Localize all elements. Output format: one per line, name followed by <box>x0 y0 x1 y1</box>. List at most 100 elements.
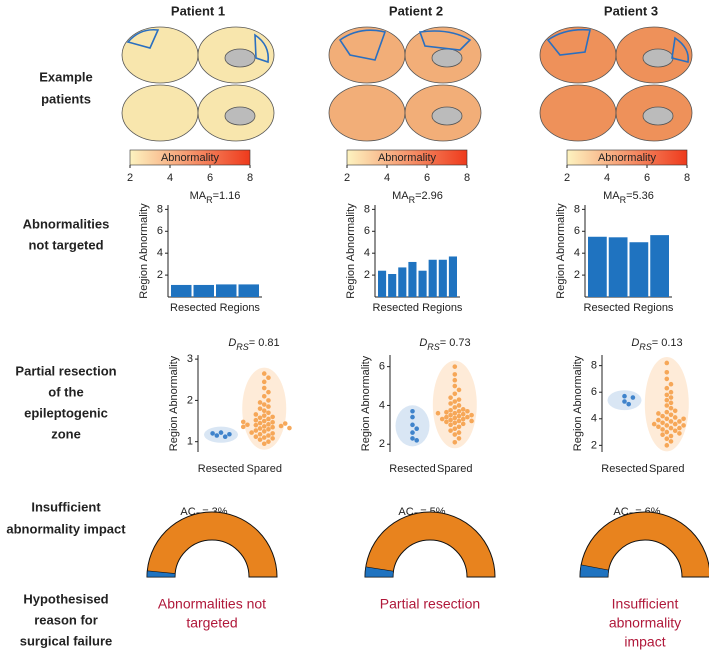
spared-point <box>439 416 445 422</box>
title-main: MA <box>603 190 620 202</box>
spared-point <box>253 434 259 440</box>
chart-title: MAR=1.16 <box>190 190 241 205</box>
spared-point <box>266 416 271 422</box>
colorbar-tick-label: 6 <box>644 172 650 184</box>
resected-point <box>414 438 420 443</box>
spared-point <box>677 425 682 431</box>
spared-point <box>664 429 670 435</box>
x-tick-label: Spared <box>437 463 472 475</box>
spared-point <box>261 379 267 385</box>
chart-title: DRS= 0.13 <box>631 337 682 352</box>
y-tick-label: 8 <box>591 360 597 372</box>
spared-point <box>664 436 670 442</box>
spared-point <box>456 436 462 441</box>
spared-point <box>266 439 271 444</box>
spared-point <box>668 381 674 387</box>
row-label: Abnormalities <box>23 216 110 231</box>
spared-point <box>456 418 462 424</box>
y-tick-label: 1 <box>187 436 193 448</box>
title-rest: = 0.13 <box>652 337 683 349</box>
y-tick-label: 2 <box>187 394 193 406</box>
colorbar-tick-label: 8 <box>684 172 690 184</box>
patient-title: Patient 3 <box>604 3 658 18</box>
spared-point <box>261 393 267 399</box>
spared-point <box>435 410 441 416</box>
colorbar-label: Abnormality <box>378 152 437 164</box>
spared-point <box>452 399 458 404</box>
spared-point <box>668 395 674 400</box>
y-tick-label: 3 <box>187 353 193 365</box>
title-sub: R <box>409 195 416 205</box>
colorbar-tick-label: 6 <box>424 172 430 184</box>
spared-point <box>668 412 674 418</box>
bar <box>438 259 447 297</box>
gauge-value <box>146 570 176 578</box>
resected-point <box>227 431 232 437</box>
gauge-background <box>579 511 709 578</box>
row-label: abnormality impact <box>6 521 126 536</box>
bar <box>398 267 407 297</box>
spared-point <box>261 385 267 391</box>
row-label: reason for <box>34 612 98 627</box>
x-tick-label: Spared <box>246 463 281 475</box>
spared-point <box>664 423 670 428</box>
spared-point <box>668 439 674 444</box>
spared-point <box>266 410 271 416</box>
colorbar-tick-label: 6 <box>207 172 213 184</box>
y-axis-label: Region Abnormality <box>360 355 372 451</box>
y-tick-label: 2 <box>574 269 580 281</box>
spared-point <box>660 413 665 419</box>
x-axis-label: Resected Regions <box>373 302 463 314</box>
spared-point <box>245 422 250 428</box>
spared-point <box>672 428 678 434</box>
spared-point <box>270 419 275 425</box>
spared-point <box>456 403 462 408</box>
reason: Partial resection <box>380 596 480 612</box>
row-label: Insufficient <box>31 499 101 514</box>
patient-title: Patient 1 <box>171 3 225 18</box>
spared-point <box>664 397 670 403</box>
colorbar-tick-label: 4 <box>384 172 390 184</box>
x-tick-label: Resected <box>389 463 435 475</box>
reason: Insufficient <box>612 596 679 612</box>
title-main: MA <box>392 190 409 202</box>
spared-point <box>664 443 670 448</box>
chart-title: DRS= 0.73 <box>419 337 470 352</box>
spared-point <box>656 424 661 430</box>
spared-point <box>261 402 267 407</box>
y-tick-label: 2 <box>379 438 385 450</box>
title-main: MA <box>190 190 207 202</box>
colorbar-tick-label: 2 <box>564 172 570 184</box>
resected-point <box>414 426 420 432</box>
spared-point <box>270 424 275 430</box>
spared-point <box>257 431 263 437</box>
spared-point <box>469 418 474 424</box>
spared-point <box>452 440 458 445</box>
spared-point <box>460 407 466 412</box>
spared-point <box>253 417 259 423</box>
title-sub: RS <box>427 342 440 352</box>
y-tick-label: 2 <box>591 439 597 451</box>
resected-point <box>222 434 228 440</box>
spared-point <box>456 408 462 414</box>
spared-point <box>257 406 263 411</box>
spared-point <box>257 400 263 405</box>
row-label: not targeted <box>28 237 103 252</box>
resected-point <box>210 431 215 436</box>
spared-point <box>664 409 670 415</box>
row-label: surgical failure <box>20 633 112 648</box>
spared-point <box>651 421 657 427</box>
spared-point <box>664 385 670 391</box>
spared-point <box>448 407 453 413</box>
title-rest: =5.36 <box>626 190 654 202</box>
chart-title: MAR=5.36 <box>603 190 654 205</box>
title-rest: =1.16 <box>213 190 241 202</box>
spared-point <box>270 431 275 436</box>
resected-point <box>622 393 627 399</box>
spared-point <box>460 421 466 427</box>
spared-point <box>668 425 674 431</box>
colorbar-label: Abnormality <box>598 152 657 164</box>
y-tick-label: 6 <box>574 225 580 237</box>
spared-point <box>668 405 674 411</box>
spared-point <box>664 403 670 408</box>
